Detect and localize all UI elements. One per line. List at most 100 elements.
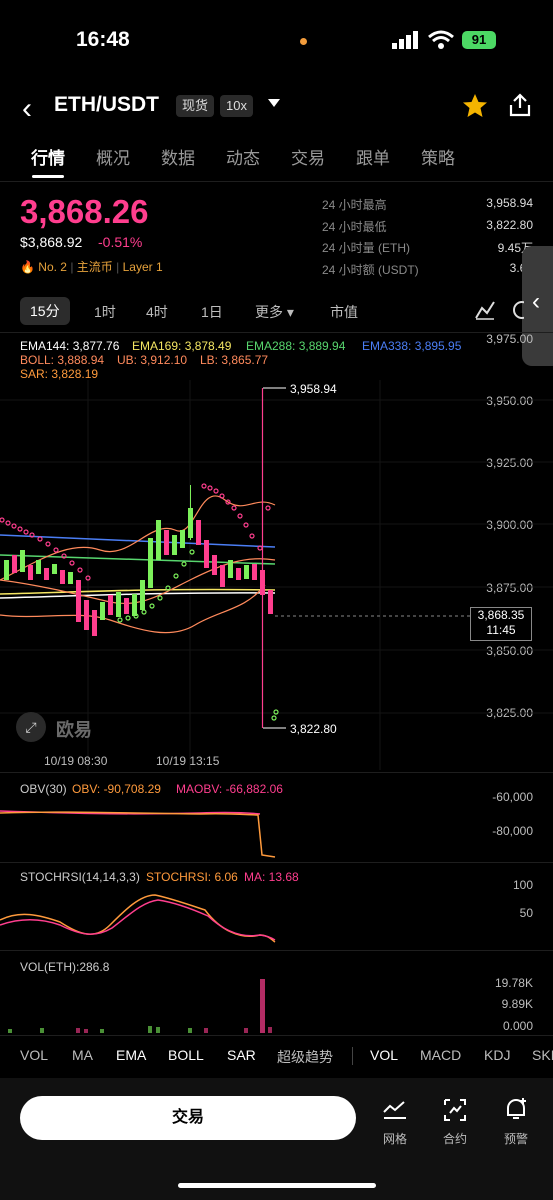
stoch-tick: 100 [512, 878, 533, 892]
interval-15m[interactable]: 15分 [20, 297, 70, 325]
y-tick: 3,875.00 [486, 581, 533, 595]
candlestick-chart[interactable] [0, 380, 553, 770]
ind-ma[interactable]: MA [72, 1047, 93, 1063]
stat-high-value: 3,958.94 [486, 196, 533, 210]
divider [352, 1047, 353, 1065]
ind-ski[interactable]: SKI [532, 1047, 553, 1063]
recording-dot [300, 38, 307, 45]
divider [0, 181, 553, 182]
vol-tick: 0.000 [502, 1019, 533, 1033]
chevron-left-icon: ‹ [532, 288, 540, 315]
sar-dots [0, 483, 271, 581]
coin-tags: 🔥 No. 2 | 主流币 | Layer 1 [20, 260, 163, 274]
back-icon[interactable]: ‹ [22, 92, 32, 125]
star-icon[interactable] [462, 93, 488, 119]
tab-market[interactable]: 行情 [31, 149, 65, 168]
obv-tick: -60,000 [492, 790, 533, 804]
contract-label[interactable]: 合约 [442, 1132, 467, 1146]
stochrsi-ma: MA: 13.68 [244, 870, 299, 884]
ema144-label: EMA144: 3,877.76 [20, 339, 120, 353]
ema169-label: EMA169: 3,878.49 [132, 339, 232, 353]
ind-macd[interactable]: MACD [420, 1047, 462, 1063]
bell-icon[interactable] [503, 1096, 529, 1122]
boll-label: BOLL: 3,888.94 [20, 353, 105, 367]
more-intervals[interactable]: 更多 ▾ [255, 304, 294, 320]
x-tick: 10/19 08:30 [44, 754, 108, 768]
ema169-line [0, 588, 276, 595]
obv-chart [0, 810, 276, 858]
leverage-badge: 10x [220, 95, 253, 117]
tab-strategy[interactable]: 策略 [421, 149, 455, 168]
tab-overview[interactable]: 概况 [96, 149, 130, 168]
y-tick: 3,975.00 [486, 332, 533, 346]
wifi-icon [428, 30, 454, 49]
ind-ema[interactable]: EMA [116, 1047, 147, 1063]
y-tick: 3,925.00 [486, 456, 533, 470]
vol-title: VOL(ETH):286.8 [20, 960, 110, 974]
expand-icon[interactable]: ⤢ [16, 712, 46, 742]
ind-sar[interactable]: SAR [227, 1047, 256, 1063]
grid-icon[interactable] [382, 1098, 408, 1122]
sar-label: SAR: 3,828.19 [20, 367, 99, 381]
ema144-line [0, 592, 276, 599]
stochrsi-chart [0, 894, 276, 943]
tab-copy[interactable]: 跟单 [356, 149, 390, 168]
high-annotation: 3,958.94 [290, 382, 337, 396]
watermark-logo: 欧易 [56, 720, 92, 740]
divider [0, 772, 553, 773]
contract-icon[interactable] [442, 1097, 468, 1123]
obv-value: OBV: -90,708.29 [72, 782, 161, 796]
last-price: 3,868.26 [20, 193, 149, 230]
market-cap-toggle[interactable]: 市值 [330, 304, 358, 320]
side-panel-handle[interactable]: ‹ [522, 246, 553, 366]
layer1-tag[interactable]: Layer 1 [122, 260, 163, 274]
stat-amount-label: 24 小时额 (USDT) [322, 263, 419, 277]
share-icon[interactable] [508, 92, 532, 118]
ema338-label: EMA338: 3,895.95 [362, 339, 462, 353]
vol-tick: 9.89K [501, 997, 533, 1011]
ub-label: UB: 3,912.10 [117, 353, 188, 367]
interval-1h[interactable]: 1时 [94, 304, 116, 320]
ema288-label: EMA288: 3,889.94 [246, 339, 346, 353]
stoch-tick: 50 [519, 906, 533, 920]
ind-vol[interactable]: VOL [20, 1047, 49, 1063]
divider [0, 862, 553, 863]
tab-trade[interactable]: 交易 [291, 149, 325, 168]
signal-icon [392, 31, 418, 49]
grid-label[interactable]: 网格 [382, 1132, 407, 1146]
ind-kdj[interactable]: KDJ [484, 1047, 511, 1063]
ind-supertrend[interactable]: 超级趋势 [277, 1049, 333, 1065]
current-price-box: 3,868.35 11:45 [470, 607, 532, 641]
pair-title[interactable]: ETH/USDT [54, 93, 159, 116]
stat-vol-label: 24 小时量 (ETH) [322, 241, 411, 255]
ind-vol-sub[interactable]: VOL [370, 1047, 399, 1063]
indicator-icon[interactable] [474, 300, 496, 320]
volume-chart [8, 979, 272, 1033]
tab-news[interactable]: 动态 [226, 149, 260, 168]
tab-data[interactable]: 数据 [161, 149, 195, 168]
stochrsi-title: STOCHRSI(14,14,3,3) [20, 870, 140, 884]
divider [0, 332, 553, 333]
trade-button[interactable]: 交易 [20, 1096, 356, 1140]
candles [4, 388, 273, 728]
stat-high-label: 24 小时最高 [322, 198, 387, 212]
rank-tag[interactable]: No. 2 [38, 260, 67, 274]
tab-underline [32, 175, 64, 178]
interval-4h[interactable]: 4时 [146, 304, 168, 320]
y-tick: 3,950.00 [486, 394, 533, 408]
ind-boll[interactable]: BOLL [168, 1047, 204, 1063]
mainstream-tag[interactable]: 主流币 [76, 260, 113, 274]
chevron-down-icon[interactable] [268, 99, 280, 107]
stat-low-label: 24 小时最低 [322, 220, 387, 234]
lb-label: LB: 3,865.77 [200, 353, 269, 367]
indicator-selector: VOL MA EMA BOLL SAR 超级趋势 VOL MACD KDJ SK… [0, 1045, 553, 1069]
y-tick: 3,900.00 [486, 518, 533, 532]
maobv-value: MAOBV: -66,882.06 [176, 782, 283, 796]
alert-label[interactable]: 预警 [503, 1132, 528, 1146]
candle-countdown: 11:45 [486, 623, 516, 637]
boll-upper [0, 495, 276, 581]
fire-icon: 🔥 [20, 260, 35, 274]
price-change: -0.51% [98, 234, 143, 250]
interval-1d[interactable]: 1日 [201, 304, 223, 320]
settings-icon[interactable] [510, 300, 524, 320]
